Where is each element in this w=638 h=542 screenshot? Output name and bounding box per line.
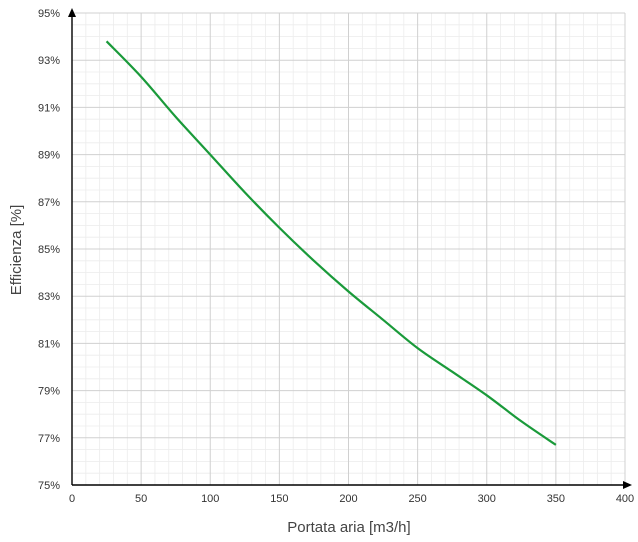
- x-axis-title: Portata aria [m3/h]: [287, 519, 410, 536]
- y-tick-label: 89%: [38, 150, 60, 162]
- y-tick-label: 75%: [38, 480, 60, 492]
- y-tick-label: 85%: [38, 244, 60, 256]
- x-tick-label: 150: [270, 493, 288, 505]
- x-tick-label: 350: [547, 493, 565, 505]
- y-tick-label: 91%: [38, 102, 60, 114]
- x-tick-label: 0: [69, 493, 75, 505]
- x-tick-label: 250: [408, 493, 426, 505]
- x-tick-label: 200: [339, 493, 357, 505]
- y-tick-label: 87%: [38, 197, 60, 209]
- efficiency-series-line: [105, 40, 557, 446]
- x-tick-label: 50: [135, 493, 147, 505]
- x-tick-label: 300: [478, 493, 496, 505]
- x-tick-label: 100: [201, 493, 219, 505]
- y-axis-title: Efficienza [%]: [8, 205, 25, 296]
- x-tick-label: 400: [616, 493, 634, 505]
- y-tick-label: 93%: [38, 55, 60, 67]
- plot-area: [105, 40, 557, 446]
- y-tick-label: 77%: [38, 433, 60, 445]
- grid: [72, 12, 626, 485]
- y-tick-label: 95%: [38, 8, 60, 20]
- axes: [68, 8, 632, 489]
- x-axis-arrow: [623, 481, 632, 489]
- y-tick-label: 81%: [38, 338, 60, 350]
- y-tick-label: 83%: [38, 291, 60, 303]
- y-tick-label: 79%: [38, 386, 60, 398]
- tick-labels: 0 50 100 150 200 250 300 350 400 75% 77% 79% 81% 83% 8…: [38, 8, 634, 505]
- y-axis-arrow: [68, 8, 76, 17]
